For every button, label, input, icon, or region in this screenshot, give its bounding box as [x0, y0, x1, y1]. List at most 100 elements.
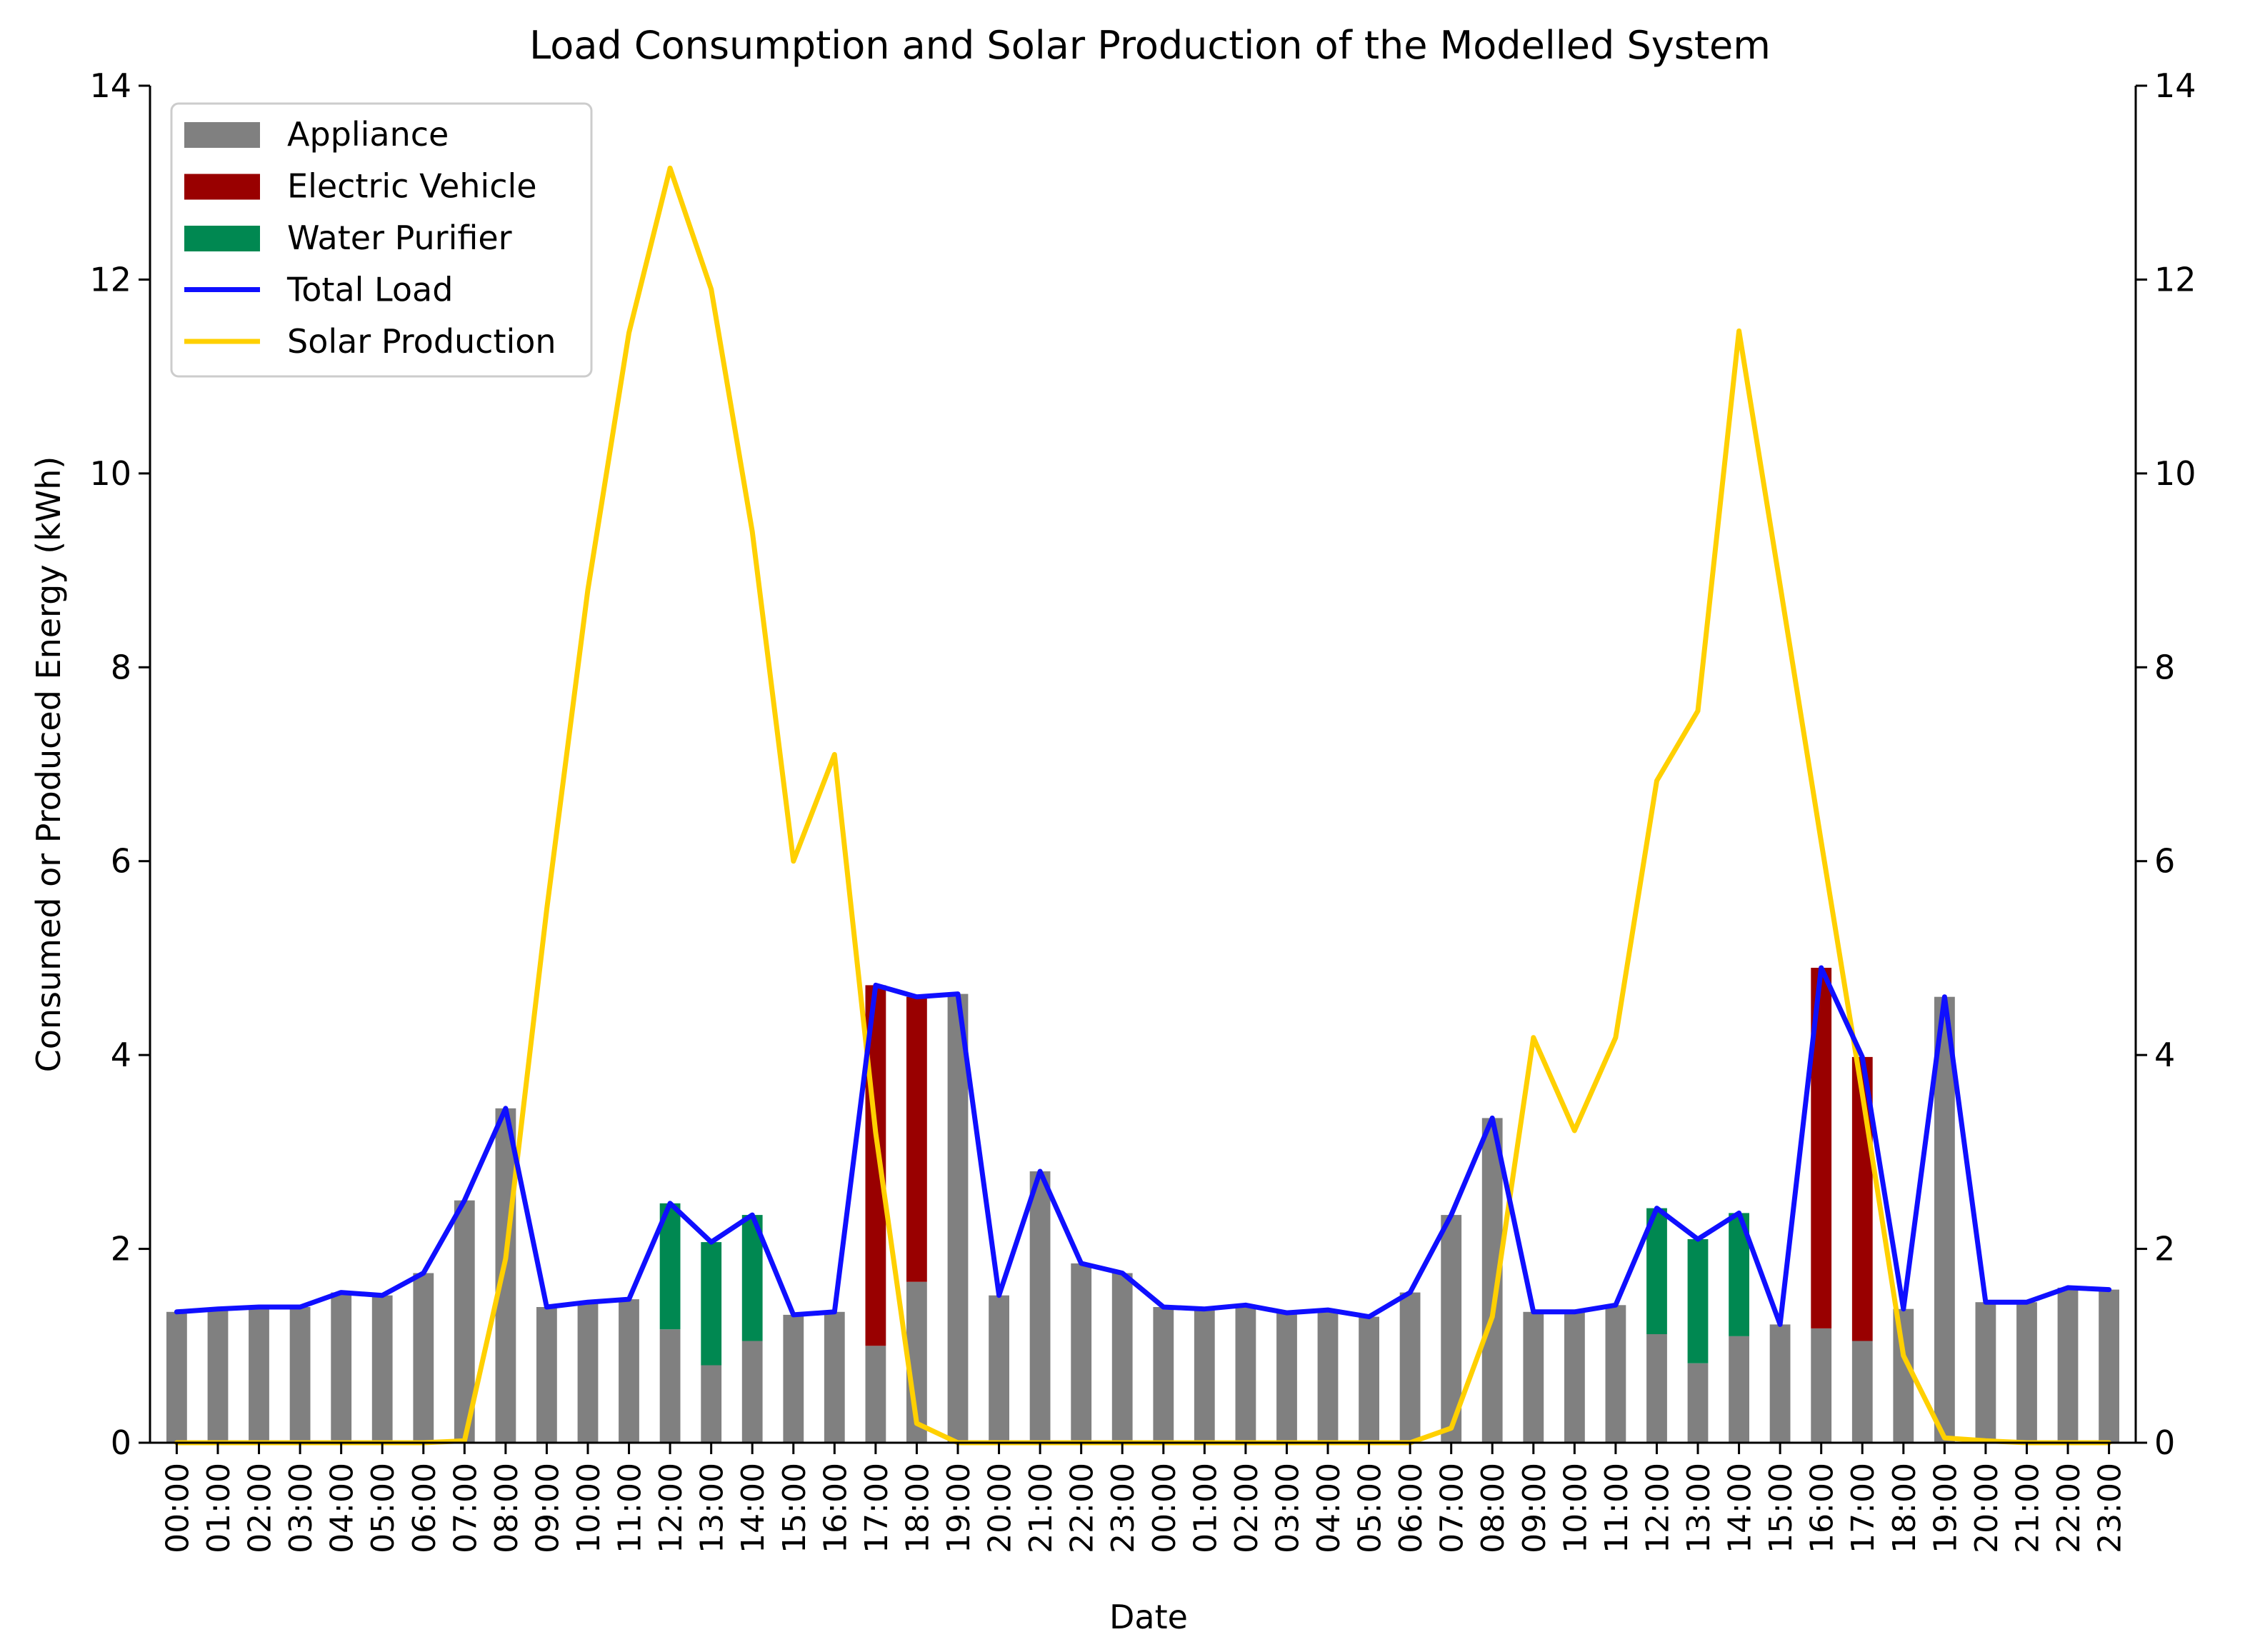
x-tick-label: 16:00	[1804, 1463, 1841, 1553]
y2-tick-label: 2	[2154, 1230, 2175, 1268]
x-tick-label: 11:00	[1599, 1463, 1635, 1553]
y-tick-label: 4	[111, 1036, 131, 1074]
y-tick-label: 12	[89, 260, 131, 299]
appliance-bar	[1071, 1263, 1092, 1443]
appliance-bar	[536, 1307, 557, 1443]
appliance-bar	[1317, 1310, 1339, 1443]
appliance-bar	[1646, 1334, 1667, 1443]
appliance-bar	[289, 1307, 311, 1443]
appliance-bar	[413, 1273, 434, 1443]
x-tick-label: 09:00	[1516, 1463, 1553, 1553]
x-tick-label: 05:00	[1352, 1463, 1389, 1553]
y-tick-label: 2	[111, 1230, 131, 1268]
appliance-bar	[1111, 1273, 1133, 1443]
appliance-bar	[947, 993, 969, 1443]
x-tick-label: 10:00	[1557, 1463, 1594, 1553]
x-tick-label: 21:00	[1023, 1463, 1059, 1553]
x-tick-label: 16:00	[817, 1463, 854, 1553]
x-tick-label: 02:00	[242, 1463, 279, 1553]
appliance-bar	[1934, 996, 1955, 1443]
legend-swatch-appliance	[184, 122, 260, 148]
x-tick-label: 17:00	[1845, 1463, 1881, 1553]
x-tick-label: 01:00	[1187, 1463, 1224, 1553]
y2-tick-label: 14	[2154, 66, 2196, 105]
appliance-bar	[1893, 1308, 1914, 1443]
appliance-bar	[1729, 1336, 1749, 1443]
appliance-bar	[1276, 1313, 1297, 1443]
legend-swatch-electric-vehicle	[184, 174, 260, 200]
appliance-bar	[166, 1311, 187, 1443]
appliance-bar	[1975, 1302, 1996, 1443]
appliance-bar	[2099, 1289, 2119, 1443]
total-load-line	[174, 965, 2112, 1327]
x-tick-label: 08:00	[1475, 1463, 1511, 1553]
appliance-bar	[824, 1311, 845, 1443]
x-tick-label: 13:00	[694, 1463, 731, 1553]
appliance-bar	[331, 1292, 352, 1443]
x-tick-label: 20:00	[982, 1463, 1019, 1553]
y-axis-label: Consumed or Produced Energy (kWh)	[29, 456, 68, 1073]
appliance-bar	[1029, 1171, 1051, 1443]
legend-frame	[170, 102, 593, 378]
x-tick-label: 07:00	[1434, 1463, 1471, 1553]
legend-swatch-water-purifier	[184, 226, 260, 251]
x-tick-label: 23:00	[2092, 1463, 2129, 1553]
x-tick-label: 13:00	[1681, 1463, 1717, 1553]
x-tick-label: 14:00	[1722, 1463, 1759, 1553]
x-tick-label: 00:00	[1146, 1463, 1183, 1553]
x-tick-label: 07:00	[447, 1463, 484, 1553]
y-tick-label: 6	[111, 842, 131, 881]
appliance-bar	[577, 1302, 599, 1443]
appliance-bar	[2057, 1287, 2079, 1443]
x-tick-label: 14:00	[735, 1463, 771, 1553]
x-tick-label: 05:00	[365, 1463, 401, 1553]
appliance-bar	[495, 1108, 516, 1443]
legend-label-total-load: Total Load	[286, 271, 453, 309]
x-tick-label: 00:00	[159, 1463, 196, 1553]
appliance-bar	[1564, 1311, 1585, 1443]
chart-title: Load Consumption and Solar Production of…	[529, 23, 1771, 68]
appliance-bar	[1851, 1341, 1873, 1443]
y-tick-label: 10	[89, 454, 131, 493]
appliance-bar	[1194, 1308, 1215, 1443]
x-tick-label: 09:00	[529, 1463, 566, 1553]
x-tick-label: 17:00	[859, 1463, 895, 1553]
x-tick-label: 20:00	[1969, 1463, 2005, 1553]
y2-tick-label: 8	[2154, 648, 2175, 686]
appliance-bar	[249, 1307, 269, 1443]
legend: Appliance Electric Vehicle Water Purifier T…	[170, 102, 593, 378]
appliance-bar	[1153, 1307, 1174, 1443]
y-tick-label: 8	[111, 648, 131, 686]
x-tick-label: 12:00	[653, 1463, 689, 1553]
x-tick-label: 11:00	[612, 1463, 649, 1553]
y2-tick-label: 0	[2154, 1423, 2175, 1462]
y2-tick-label: 10	[2154, 454, 2196, 493]
x-tick-label: 12:00	[1640, 1463, 1676, 1553]
appliance-bar	[2016, 1302, 2037, 1443]
appliance-bar	[1523, 1311, 1544, 1443]
appliance-bar	[989, 1295, 1009, 1443]
appliance-bar	[865, 1346, 886, 1443]
appliance-bar	[1359, 1316, 1379, 1443]
x-tick-label: 03:00	[1269, 1463, 1306, 1553]
x-tick-label: 03:00	[283, 1463, 319, 1553]
appliance-bar	[701, 1365, 722, 1443]
y2-tick-label: 4	[2154, 1036, 2175, 1074]
x-tick-label: 01:00	[201, 1463, 237, 1553]
y-tick-label: 14	[89, 66, 131, 105]
legend-label-electric-vehicle: Electric Vehicle	[287, 167, 537, 206]
x-tick-label: 08:00	[489, 1463, 525, 1553]
x-tick-label: 22:00	[1064, 1463, 1101, 1553]
x-tick-label: 06:00	[406, 1463, 443, 1553]
x-tick-label: 10:00	[571, 1463, 607, 1553]
x-tick-label: 04:00	[1311, 1463, 1347, 1553]
y2-tick-label: 12	[2154, 260, 2196, 299]
x-tick-label: 21:00	[2010, 1463, 2046, 1553]
y-tick-label: 0	[111, 1423, 131, 1462]
legend-label-water-purifier: Water Purifier	[287, 219, 512, 257]
x-tick-label: 04:00	[324, 1463, 361, 1553]
x-tick-label: 19:00	[1927, 1463, 1964, 1553]
x-axis-label: Date	[1109, 1598, 1188, 1636]
